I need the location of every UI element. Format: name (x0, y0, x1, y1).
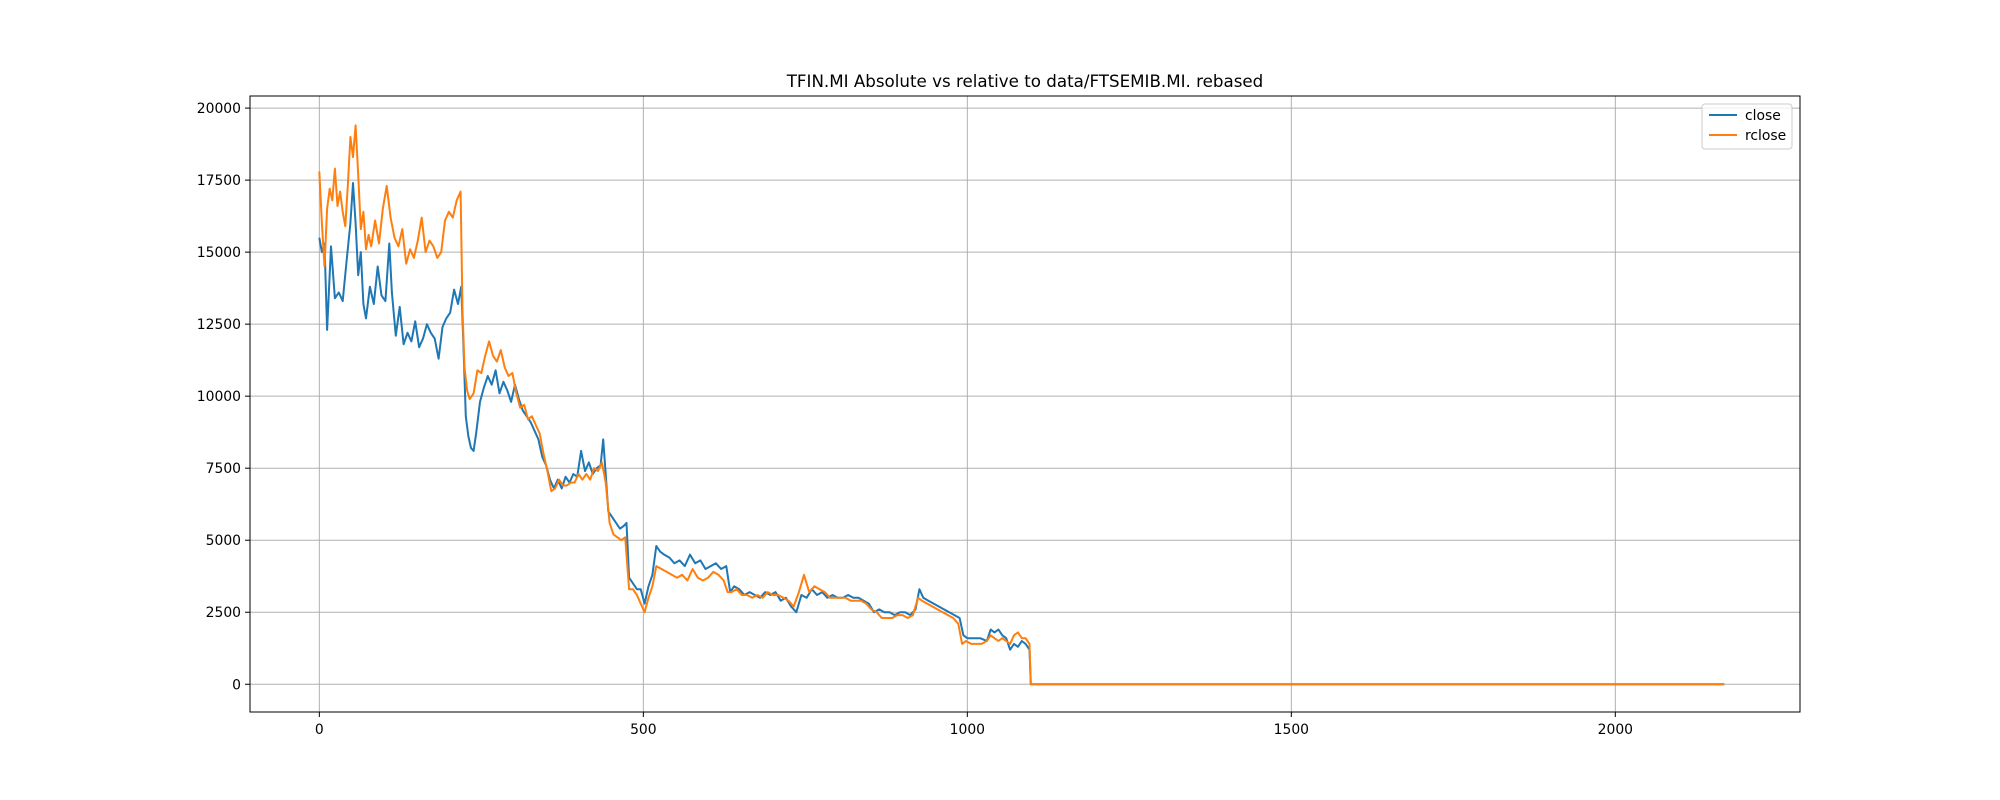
legend: close rclose (1701, 103, 1793, 150)
y-tick-label: 15000 (197, 245, 241, 261)
series-lines (318, 124, 1725, 686)
x-tick-label: 1500 (1274, 722, 1309, 738)
x-axis: 0 500 1000 1500 2000 (315, 712, 1633, 738)
x-tick-label: 1000 (950, 722, 985, 738)
chart-title: TFIN.MI Absolute vs relative to data/FTS… (786, 71, 1264, 91)
plot-frame (249, 95, 1801, 713)
legend-label-rclose: rclose (1745, 128, 1786, 144)
grid-lines (250, 96, 1800, 712)
series-line-rclose (318, 124, 1725, 686)
x-tick-label: 0 (315, 722, 324, 738)
y-axis: 0 2500 5000 7500 10000 12500 15000 17500 20000 (197, 101, 250, 693)
x-tick-label: 2000 (1598, 722, 1633, 738)
y-tick-label: 2500 (206, 605, 241, 621)
y-tick-label: 12500 (197, 317, 241, 333)
y-tick-label: 5000 (206, 533, 241, 549)
y-tick-label: 10000 (197, 389, 241, 405)
y-tick-label: 17500 (197, 173, 241, 189)
legend-label-close: close (1745, 108, 1781, 124)
y-tick-label: 20000 (197, 101, 241, 117)
series-line-close (318, 182, 1725, 686)
y-tick-label: 7500 (206, 461, 241, 477)
x-tick-label: 500 (630, 722, 657, 738)
y-tick-label: 0 (232, 677, 241, 693)
